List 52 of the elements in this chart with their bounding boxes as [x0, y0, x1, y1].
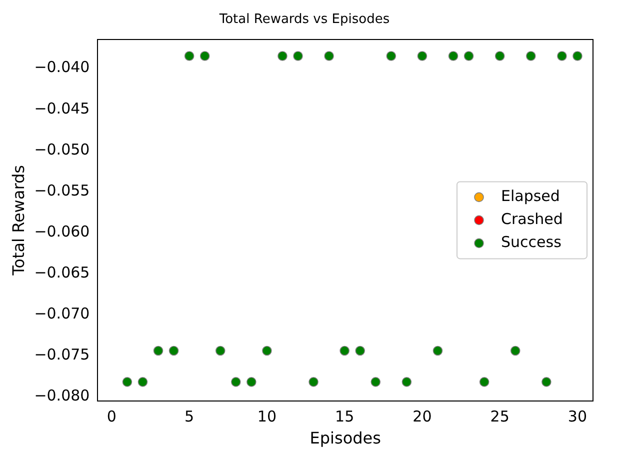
legend-label: Success	[501, 233, 562, 252]
point	[324, 51, 334, 61]
point	[386, 51, 396, 61]
x-axis-title: Episodes	[310, 428, 381, 448]
point	[340, 346, 350, 356]
point	[215, 346, 226, 356]
y-tick-label: −0.070	[34, 304, 90, 322]
point	[557, 51, 567, 61]
point	[122, 377, 132, 387]
y-tick-label: −0.075	[34, 346, 90, 364]
point	[526, 51, 536, 61]
point	[200, 51, 210, 61]
point	[138, 377, 148, 387]
point	[370, 377, 381, 387]
x-tick-label: 0	[106, 408, 116, 426]
x-tick-label: 15	[335, 408, 354, 426]
point	[308, 377, 318, 387]
point	[464, 51, 474, 61]
legend-label: Elapsed	[501, 187, 560, 206]
point	[510, 346, 520, 356]
point	[417, 51, 428, 61]
y-tick-label: −0.080	[34, 386, 90, 405]
point	[230, 377, 241, 387]
point	[479, 377, 490, 387]
x-tick-label: 30	[568, 408, 588, 426]
x-tick-label: 20	[412, 408, 432, 426]
point	[278, 51, 288, 61]
chart-title: Total Rewards vs Episodes	[218, 12, 390, 28]
point	[262, 346, 272, 356]
point	[432, 346, 443, 356]
point	[293, 51, 303, 61]
x-tick-label: 10	[257, 408, 276, 426]
y-tick-label: −0.065	[34, 263, 90, 282]
point	[153, 346, 164, 356]
point	[448, 51, 458, 61]
point	[355, 346, 366, 356]
point	[184, 51, 194, 61]
y-tick-label: −0.040	[34, 58, 90, 76]
y-tick-label: −0.050	[34, 140, 90, 158]
y-tick-label: −0.045	[34, 99, 90, 118]
legend-label: Crashed	[501, 210, 563, 228]
point	[168, 346, 179, 356]
point	[402, 377, 412, 387]
point	[542, 377, 552, 387]
y-tick-label: −0.060	[34, 222, 90, 240]
x-tick-label: 25	[490, 408, 510, 426]
point	[246, 377, 256, 387]
x-tick-label: 5	[184, 408, 194, 426]
point	[494, 51, 505, 61]
point	[572, 51, 582, 61]
y-tick-label: −0.055	[34, 181, 90, 200]
y-axis-title: Total Rewards	[8, 165, 28, 276]
